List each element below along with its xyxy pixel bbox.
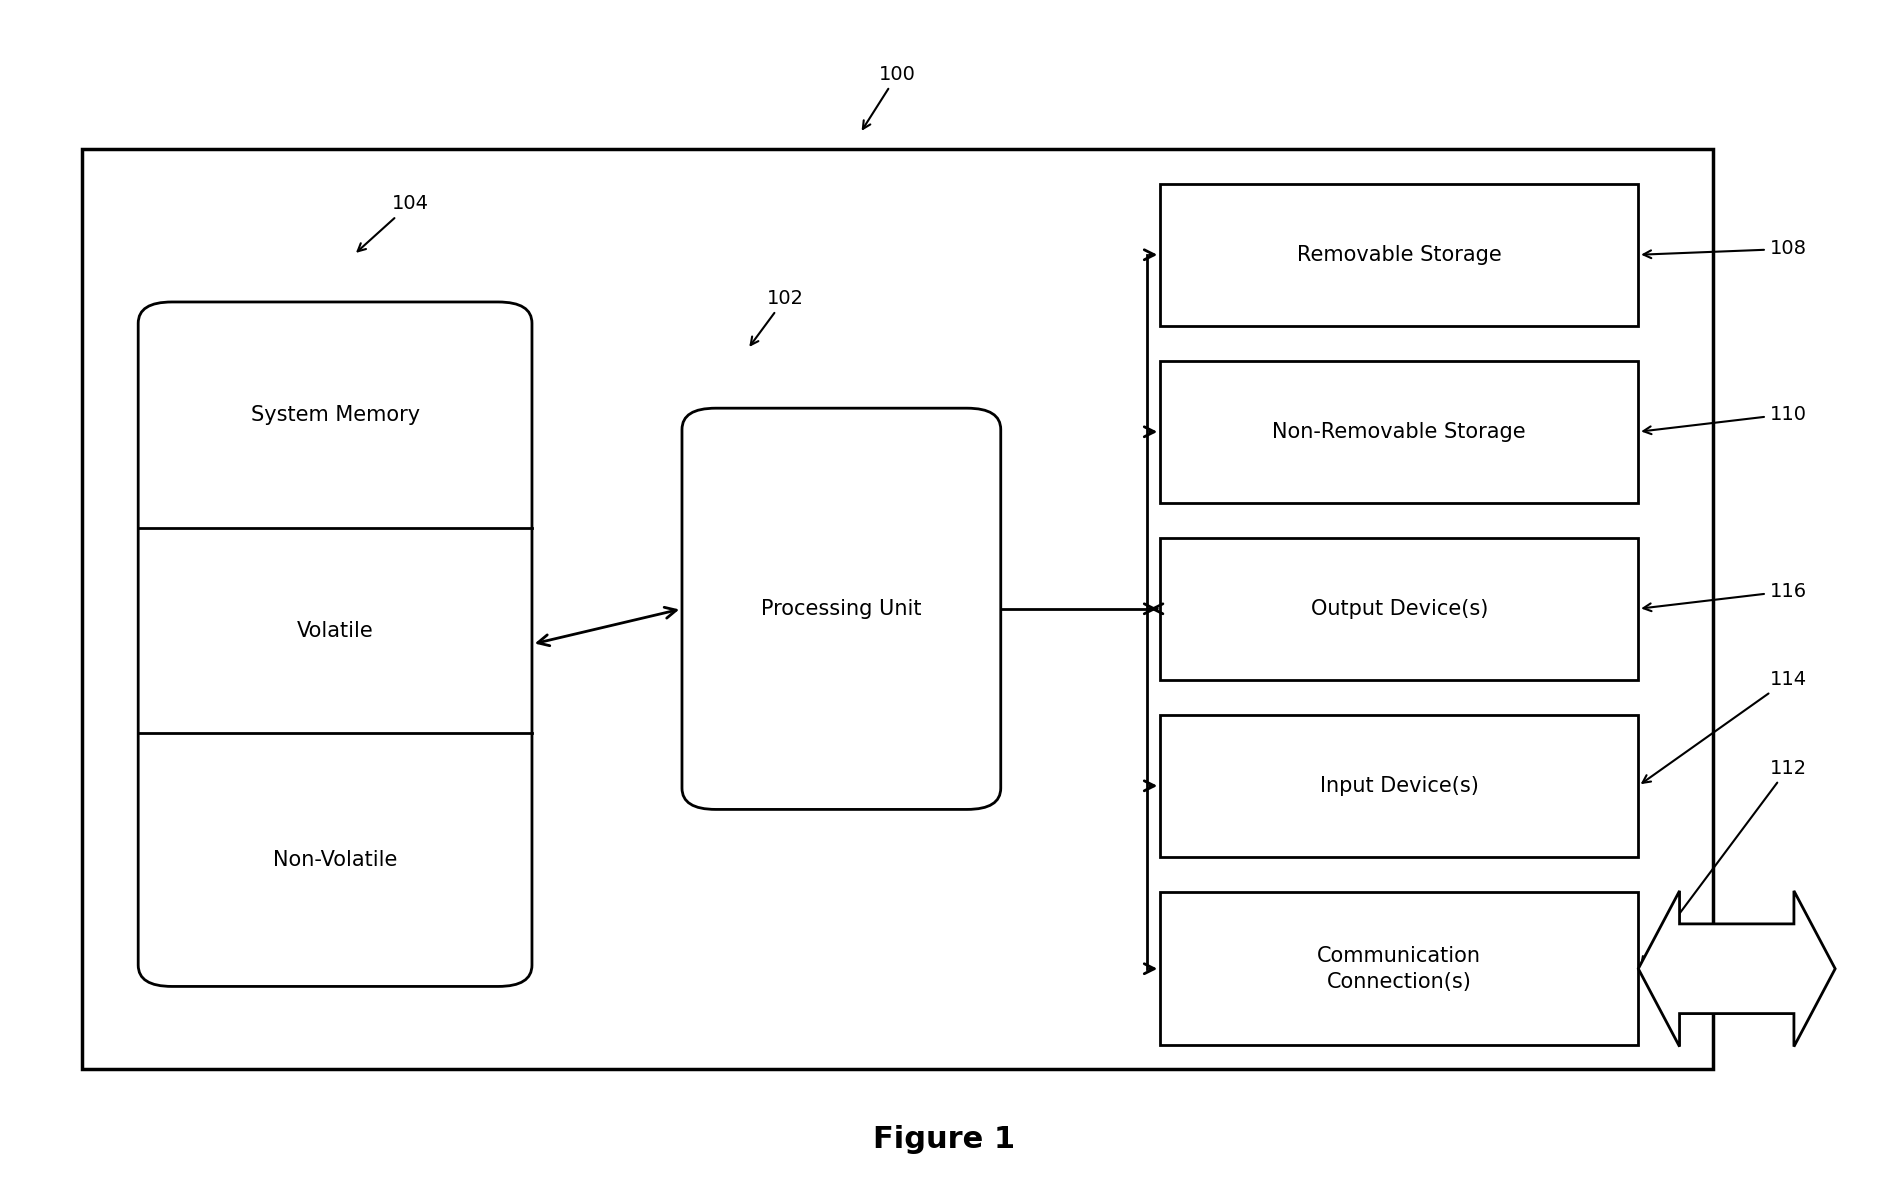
Text: Volatile: Volatile [297, 621, 374, 640]
Text: 110: 110 [1643, 405, 1806, 435]
Text: Figure 1: Figure 1 [873, 1126, 1016, 1155]
FancyBboxPatch shape [138, 302, 533, 986]
Polygon shape [1638, 891, 1836, 1047]
Text: System Memory: System Memory [251, 405, 419, 425]
Text: Processing Unit: Processing Unit [761, 599, 922, 618]
Text: Non-Volatile: Non-Volatile [272, 850, 397, 869]
Text: 108: 108 [1643, 239, 1806, 258]
FancyBboxPatch shape [682, 408, 1001, 810]
Text: 112: 112 [1642, 758, 1806, 965]
Text: Removable Storage: Removable Storage [1298, 245, 1502, 265]
Bar [1160, 184, 1638, 326]
Text: Communication
Connection(s): Communication Connection(s) [1317, 946, 1481, 992]
Bar [1160, 715, 1638, 856]
Text: Output Device(s): Output Device(s) [1311, 599, 1489, 618]
Text: 102: 102 [750, 289, 803, 345]
Bar [1160, 892, 1638, 1046]
Text: 100: 100 [863, 64, 916, 129]
Text: 104: 104 [357, 195, 429, 252]
Text: Non-Removable Storage: Non-Removable Storage [1273, 421, 1526, 442]
Bar [1160, 538, 1638, 679]
Text: Input Device(s): Input Device(s) [1320, 776, 1479, 796]
Bar [1160, 361, 1638, 503]
Bar [81, 148, 1713, 1069]
Text: 116: 116 [1643, 581, 1806, 611]
Text: 114: 114 [1642, 670, 1806, 783]
